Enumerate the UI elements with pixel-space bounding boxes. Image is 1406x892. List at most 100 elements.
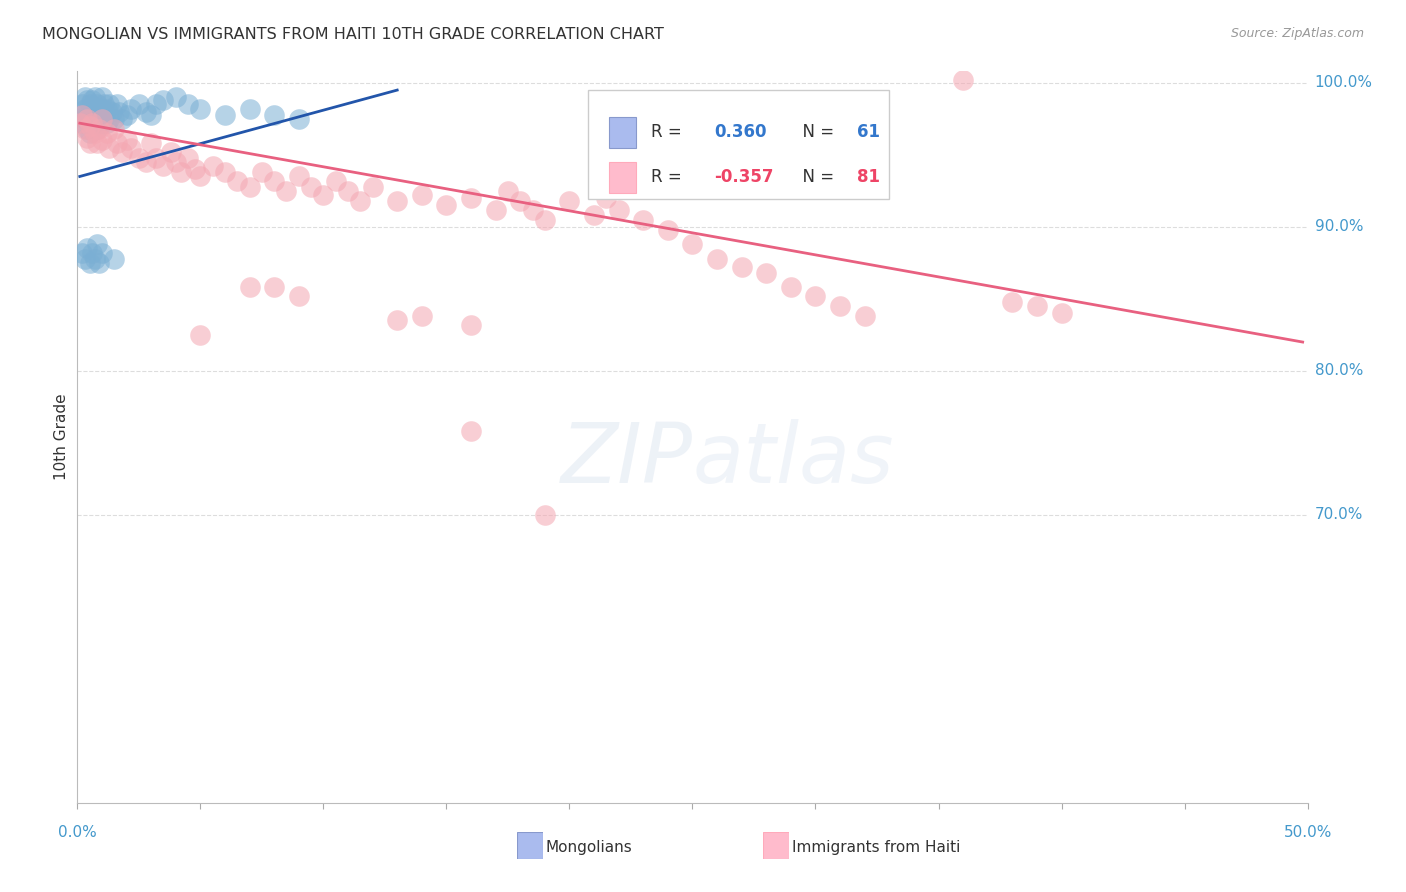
Point: [682, 237, 704, 252]
FancyBboxPatch shape: [763, 832, 789, 859]
Text: MONGOLIAN VS IMMIGRANTS FROM HAITI 10TH GRADE CORRELATION CHART: MONGOLIAN VS IMMIGRANTS FROM HAITI 10TH …: [42, 27, 664, 42]
Point: [214, 107, 236, 121]
Point: [83, 116, 105, 130]
Point: [436, 198, 458, 212]
FancyBboxPatch shape: [588, 90, 890, 200]
Point: [89, 102, 111, 116]
Point: [226, 174, 249, 188]
Point: [534, 508, 557, 522]
Point: [111, 112, 132, 126]
Point: [214, 165, 236, 179]
Point: [83, 252, 105, 266]
Point: [69, 116, 91, 130]
Text: R =: R =: [651, 169, 686, 186]
Point: [105, 136, 128, 151]
Point: [485, 202, 508, 217]
Point: [288, 169, 311, 184]
Point: [349, 194, 371, 208]
Point: [76, 130, 98, 145]
Point: [657, 223, 679, 237]
Text: 80.0%: 80.0%: [1315, 363, 1362, 378]
Point: [82, 107, 104, 121]
Point: [111, 145, 132, 159]
Point: [239, 102, 262, 116]
Point: [509, 194, 531, 208]
Point: [121, 141, 143, 155]
Point: [90, 245, 114, 260]
Point: [385, 313, 409, 327]
Point: [105, 97, 128, 112]
Point: [135, 104, 157, 119]
Point: [1026, 299, 1049, 313]
Point: [160, 145, 183, 159]
Text: Source: ZipAtlas.com: Source: ZipAtlas.com: [1230, 27, 1364, 40]
Point: [70, 97, 93, 112]
Point: [86, 237, 108, 252]
Point: [177, 97, 200, 112]
Point: [188, 169, 212, 184]
Text: 70.0%: 70.0%: [1315, 508, 1362, 523]
Point: [128, 97, 150, 112]
Point: [79, 136, 101, 151]
Point: [288, 112, 311, 126]
Point: [165, 90, 187, 104]
Text: N =: N =: [792, 123, 839, 141]
Point: [86, 97, 108, 112]
Point: [188, 102, 212, 116]
Point: [103, 112, 125, 126]
Point: [952, 73, 974, 87]
Point: [90, 133, 114, 147]
Point: [101, 104, 124, 119]
Point: [96, 126, 118, 140]
Point: [184, 162, 207, 177]
Y-axis label: 10th Grade: 10th Grade: [53, 393, 69, 481]
Point: [89, 112, 111, 126]
Point: [460, 191, 482, 205]
Point: [96, 102, 118, 116]
Text: 81: 81: [858, 169, 880, 186]
Point: [1050, 306, 1073, 320]
Point: [522, 202, 544, 217]
Text: 0.360: 0.360: [714, 123, 768, 141]
Point: [731, 260, 754, 275]
Point: [70, 116, 93, 130]
Text: 100.0%: 100.0%: [1315, 76, 1372, 90]
Point: [145, 151, 167, 165]
Point: [804, 289, 827, 303]
Text: -0.357: -0.357: [714, 169, 775, 186]
Point: [145, 97, 167, 112]
Text: Immigrants from Haiti: Immigrants from Haiti: [792, 840, 960, 855]
Point: [76, 107, 98, 121]
Point: [250, 165, 273, 179]
Point: [411, 188, 433, 202]
Point: [152, 160, 174, 174]
Point: [79, 126, 101, 140]
Point: [633, 212, 655, 227]
Point: [780, 280, 803, 294]
Point: [73, 90, 96, 104]
Point: [706, 252, 728, 266]
Point: [79, 256, 101, 270]
Point: [89, 122, 111, 136]
Point: [83, 90, 105, 104]
Point: [73, 112, 96, 126]
Point: [96, 116, 118, 130]
Point: [607, 202, 630, 217]
Point: [385, 194, 409, 208]
Point: [558, 194, 581, 208]
Point: [83, 104, 105, 119]
Point: [73, 102, 96, 116]
Point: [361, 179, 384, 194]
Point: [141, 136, 163, 151]
Point: [177, 151, 200, 165]
Text: Mongolians: Mongolians: [546, 840, 633, 855]
Point: [115, 107, 138, 121]
Point: [755, 266, 778, 280]
Point: [98, 141, 121, 155]
Point: [263, 107, 285, 121]
Point: [201, 160, 224, 174]
Point: [108, 104, 131, 119]
Point: [79, 112, 101, 126]
Point: [73, 122, 96, 136]
Point: [93, 112, 115, 126]
